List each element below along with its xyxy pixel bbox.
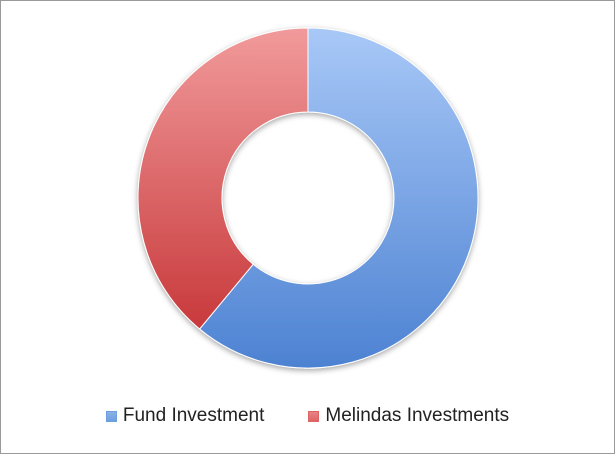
legend-label-melindas-investments: Melindas Investments xyxy=(325,405,510,426)
legend-entry-fund-investment: Fund Investment xyxy=(105,405,265,427)
legend-swatch-fund-investment xyxy=(105,410,117,422)
legend-entry-melindas-investments: Melindas Investments xyxy=(308,405,509,427)
slice-melindas-investments xyxy=(137,27,309,330)
legend-label-fund-investment: Fund Investment xyxy=(122,405,265,426)
donut-slices xyxy=(137,27,479,369)
legend-swatch-melindas-investments xyxy=(308,410,320,422)
legend: Fund Investment Melindas Investments xyxy=(1,405,614,427)
slice-fund-investment xyxy=(198,27,479,369)
